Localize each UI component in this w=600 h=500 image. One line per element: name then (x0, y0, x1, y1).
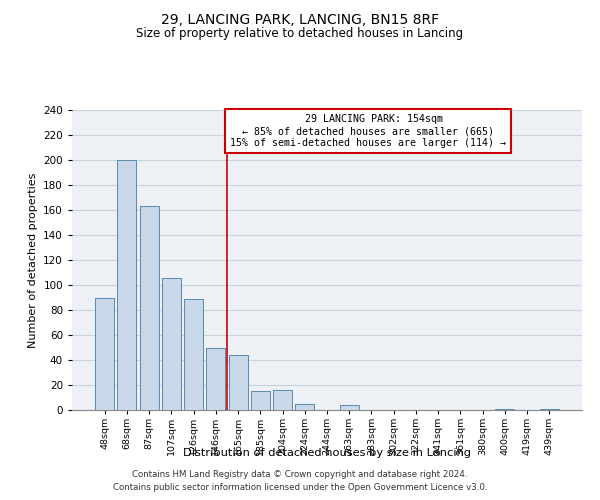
Text: Distribution of detached houses by size in Lancing: Distribution of detached houses by size … (183, 448, 471, 458)
Bar (251, 391, 270, 410)
Text: 29 LANCING PARK: 154sqm
← 85% of detached houses are smaller (665)
15% of semi-d: 29 LANCING PARK: 154sqm ← 85% of detache… (230, 114, 506, 148)
Bar (340, 405, 359, 410)
Bar (140, 206, 158, 410)
Bar (118, 160, 136, 410)
Text: Size of property relative to detached houses in Lancing: Size of property relative to detached ho… (136, 28, 464, 40)
Bar (95, 298, 114, 410)
Bar (184, 298, 203, 410)
Bar (273, 390, 292, 410)
Bar (496, 409, 514, 410)
Bar (295, 404, 314, 410)
Bar (229, 355, 248, 410)
Y-axis label: Number of detached properties: Number of detached properties (28, 172, 38, 348)
Text: 29, LANCING PARK, LANCING, BN15 8RF: 29, LANCING PARK, LANCING, BN15 8RF (161, 12, 439, 26)
Text: Contains HM Land Registry data © Crown copyright and database right 2024.
Contai: Contains HM Land Registry data © Crown c… (113, 470, 487, 492)
Bar (162, 278, 181, 410)
Bar (206, 348, 225, 410)
Bar (540, 409, 559, 410)
